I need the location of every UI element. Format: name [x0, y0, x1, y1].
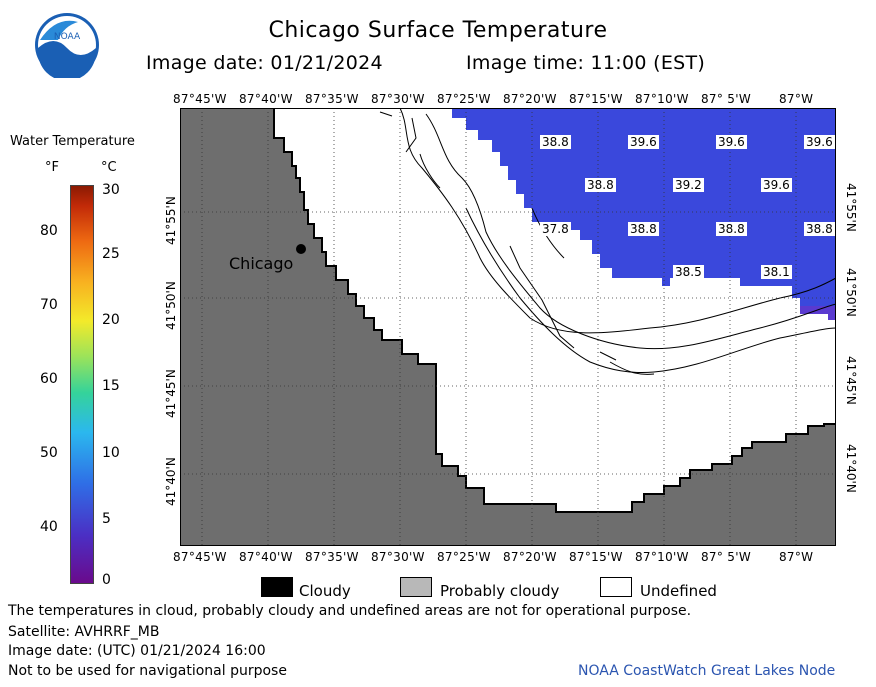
- c-tick: 15: [102, 378, 120, 394]
- temperature-label: 39.2: [673, 178, 704, 192]
- noaa-logo-icon: NOAA: [34, 12, 100, 81]
- land-area: [180, 108, 836, 546]
- temperature-label: 38.8: [804, 222, 835, 236]
- contour-lines: [379, 108, 836, 375]
- c-tick: 5: [102, 511, 111, 527]
- color-scale-bar: [70, 185, 94, 584]
- cloudy-label: Cloudy: [299, 582, 351, 600]
- lon-label: 87°35'W: [305, 92, 359, 106]
- map-border: [180, 108, 836, 546]
- f-tick: 40: [40, 519, 58, 535]
- lon-label: 87°W: [779, 92, 814, 106]
- f-tick: 70: [40, 297, 58, 313]
- chicago-label: Chicago: [229, 254, 294, 273]
- c-tick: 0: [102, 572, 111, 588]
- lon-label: 87°15'W: [569, 92, 623, 106]
- legend-title: Water Temperature: [10, 134, 135, 149]
- image-time: Image time: 11:00 (EST): [466, 52, 706, 74]
- cold-water-edge: [800, 306, 836, 320]
- lon-label: 87°45'W: [173, 92, 227, 106]
- cloudy-swatch: [261, 577, 293, 597]
- temperature-label: 39.6: [628, 135, 659, 149]
- c-tick: 25: [102, 246, 120, 262]
- footer-satellite: Satellite: AVHRRF_MB: [8, 624, 160, 640]
- lat-label: 41°50'N: [844, 268, 858, 317]
- undefined-swatch: [600, 577, 632, 597]
- f-tick: 80: [40, 223, 58, 239]
- lat-label: 41°40'N: [844, 444, 858, 493]
- lon-label: 87°20'W: [503, 550, 557, 564]
- lat-label: 41°50'N: [164, 281, 178, 330]
- lon-label: 87°10'W: [635, 92, 689, 106]
- c-tick: 30: [102, 182, 120, 198]
- footer-utc-date: Image date: (UTC) 01/21/2024 16:00: [8, 643, 266, 659]
- lon-label: 87°35'W: [305, 550, 359, 564]
- f-tick: 60: [40, 371, 58, 387]
- lon-label: 87° 5'W: [701, 92, 751, 106]
- legend-unit-f: °F: [45, 160, 59, 175]
- temperature-map: [180, 108, 836, 546]
- temperature-label: 39.6: [804, 135, 835, 149]
- footer-disclaimer: The temperatures in cloud, probably clou…: [8, 603, 692, 619]
- temperature-label: 38.5: [673, 265, 704, 279]
- image-date: Image date: 01/21/2024: [146, 52, 383, 74]
- lat-label: 41°45'N: [164, 369, 178, 418]
- lat-lon-grid: [180, 108, 836, 546]
- undefined-label: Undefined: [640, 582, 717, 600]
- footer-navigation-note: Not to be used for navigational purpose: [8, 663, 287, 679]
- lat-label: 41°45'N: [844, 356, 858, 405]
- temperature-label: 38.8: [540, 135, 571, 149]
- temperature-label: 39.6: [761, 178, 792, 192]
- lon-label: 87°45'W: [173, 550, 227, 564]
- lat-label: 41°55'N: [164, 196, 178, 245]
- logo-text: NOAA: [54, 32, 81, 42]
- temperature-label: 38.8: [585, 178, 616, 192]
- lon-label: 87°30'W: [371, 92, 425, 106]
- temperature-label: 38.1: [761, 265, 792, 279]
- temperature-label: 38.8: [716, 222, 747, 236]
- c-tick: 20: [102, 312, 120, 328]
- temperature-label: 38.8: [628, 222, 659, 236]
- lon-label: 87°30'W: [371, 550, 425, 564]
- lon-label: 87° 5'W: [701, 550, 751, 564]
- lon-label: 87°40'W: [239, 92, 293, 106]
- page-title: Chicago Surface Temperature: [268, 18, 608, 43]
- lon-label: 87°10'W: [635, 550, 689, 564]
- lon-label: 87°40'W: [239, 550, 293, 564]
- lat-label: 41°40'N: [164, 457, 178, 506]
- chicago-marker-icon: [296, 244, 306, 254]
- probably-cloudy-label: Probably cloudy: [440, 582, 560, 600]
- probably-cloudy-swatch: [400, 577, 432, 597]
- lon-label: 87°20'W: [503, 92, 557, 106]
- lon-label: 87°15'W: [569, 550, 623, 564]
- legend-unit-c: °C: [101, 160, 117, 175]
- lon-label: 87°25'W: [437, 550, 491, 564]
- temperature-label: 39.6: [716, 135, 747, 149]
- f-tick: 50: [40, 445, 58, 461]
- lon-label: 87°25'W: [437, 92, 491, 106]
- c-tick: 10: [102, 445, 120, 461]
- water-temperature-area: [452, 108, 836, 320]
- lat-label: 41°55'N: [844, 183, 858, 232]
- temperature-label: 37.8: [540, 222, 571, 236]
- lon-label: 87°W: [779, 550, 814, 564]
- footer-credit: NOAA CoastWatch Great Lakes Node: [578, 663, 836, 679]
